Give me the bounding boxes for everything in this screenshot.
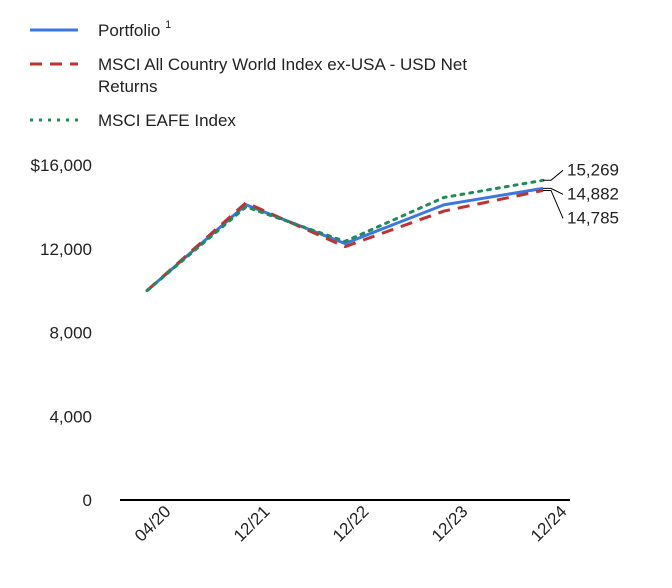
x-tick-3: 12/23: [428, 502, 472, 546]
y-tick-label-1: 4,000: [49, 407, 92, 426]
y-tick-label-0: 0: [83, 491, 92, 510]
end-leader-0: [543, 188, 563, 194]
line-chart: Portfolio 1 MSCI All Country World Index …: [0, 0, 672, 588]
svg-text:12/24: 12/24: [527, 502, 571, 546]
y-tick-label-4: $16,000: [31, 156, 92, 175]
x-tick-4: 12/24: [527, 502, 571, 546]
svg-text:12/22: 12/22: [329, 502, 373, 546]
end-leader-2: [543, 170, 563, 180]
x-tick-0: 04/20: [131, 502, 175, 546]
svg-text:12/21: 12/21: [230, 502, 274, 546]
legend-label-1: MSCI All Country World Index ex-USA - US…: [98, 55, 467, 74]
x-tick-1: 12/21: [230, 502, 274, 546]
y-tick-label-2: 8,000: [49, 324, 92, 343]
svg-text:12/23: 12/23: [428, 502, 472, 546]
y-tick-label-3: 12,000: [40, 240, 92, 259]
end-label-2: 15,269: [567, 160, 619, 179]
legend-label-1-cont: Returns: [98, 77, 158, 96]
legend-label-0: Portfolio 1: [98, 19, 171, 40]
legend-label-2: MSCI EAFE Index: [98, 111, 236, 130]
end-label-1: 14,785: [567, 208, 619, 227]
x-tick-2: 12/22: [329, 502, 373, 546]
svg-text:04/20: 04/20: [131, 502, 175, 546]
end-leader-1: [543, 190, 563, 218]
chart-container: { "chart": { "type": "line", "width": 67…: [0, 0, 672, 588]
end-label-0: 14,882: [567, 184, 619, 203]
